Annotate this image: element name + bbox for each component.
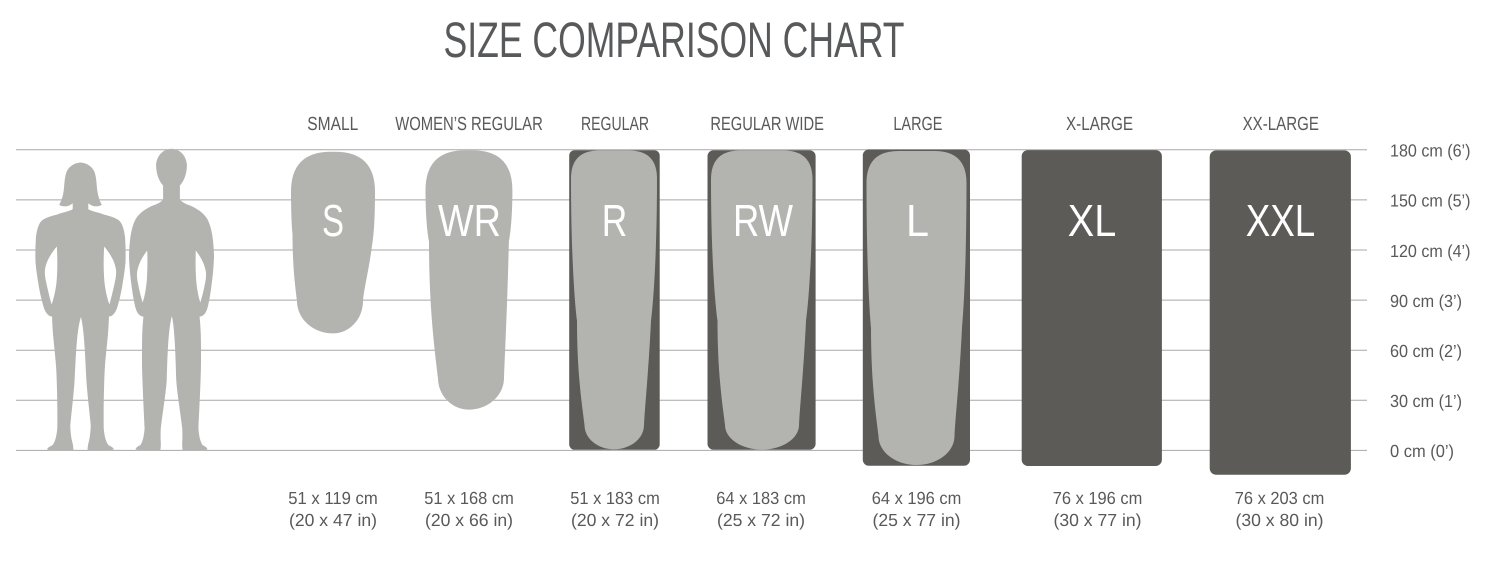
svg-text:120 cm (4’): 120 cm (4’) [1390, 241, 1471, 261]
svg-text:64 x 183 cm: 64 x 183 cm [716, 488, 806, 508]
svg-text:(25 x 77 in): (25 x 77 in) [873, 510, 961, 530]
svg-text:51 x 183 cm: 51 x 183 cm [570, 488, 660, 508]
svg-text:60 cm (2’): 60 cm (2’) [1390, 341, 1462, 361]
svg-text:(20 x 66 in): (20 x 66 in) [425, 510, 513, 530]
svg-text:(20 x 72 in): (20 x 72 in) [571, 510, 659, 530]
svg-text:REGULAR WIDE: REGULAR WIDE [710, 114, 824, 135]
svg-text:S: S [322, 195, 344, 246]
svg-text:SIZE COMPARISON CHART: SIZE COMPARISON CHART [444, 12, 905, 68]
svg-text:(30 x 77 in): (30 x 77 in) [1054, 510, 1142, 530]
svg-text:SMALL: SMALL [307, 114, 358, 135]
svg-text:X-LARGE: X-LARGE [1066, 114, 1133, 135]
svg-text:(30 x 80 in): (30 x 80 in) [1236, 510, 1324, 530]
svg-text:30 cm (1’): 30 cm (1’) [1390, 391, 1462, 411]
svg-text:REGULAR: REGULAR [581, 114, 649, 135]
svg-text:90 cm (3’): 90 cm (3’) [1390, 291, 1462, 311]
svg-text:76 x 196 cm: 76 x 196 cm [1053, 488, 1143, 508]
svg-text:XL: XL [1068, 195, 1117, 246]
svg-text:150 cm (5’): 150 cm (5’) [1390, 191, 1471, 211]
svg-text:XX-LARGE: XX-LARGE [1243, 114, 1319, 135]
svg-text:76 x 203 cm: 76 x 203 cm [1235, 488, 1325, 508]
svg-text:XXL: XXL [1246, 195, 1316, 246]
svg-text:180 cm (6’): 180 cm (6’) [1390, 141, 1471, 161]
svg-text:LARGE: LARGE [893, 114, 942, 135]
svg-text:R: R [602, 195, 628, 246]
svg-text:51 x 168 cm: 51 x 168 cm [424, 488, 514, 508]
svg-text:0 cm (0’): 0 cm (0’) [1390, 441, 1454, 461]
svg-text:L: L [906, 195, 929, 246]
svg-text:64 x 196 cm: 64 x 196 cm [872, 488, 962, 508]
svg-text:WOMEN’S REGULAR: WOMEN’S REGULAR [395, 114, 543, 135]
svg-text:RW: RW [733, 195, 793, 246]
svg-text:(20 x 47 in): (20 x 47 in) [289, 510, 377, 530]
svg-text:WR: WR [438, 195, 501, 246]
svg-text:(25 x 72 in): (25 x 72 in) [717, 510, 805, 530]
svg-text:51 x 119 cm: 51 x 119 cm [288, 488, 378, 508]
